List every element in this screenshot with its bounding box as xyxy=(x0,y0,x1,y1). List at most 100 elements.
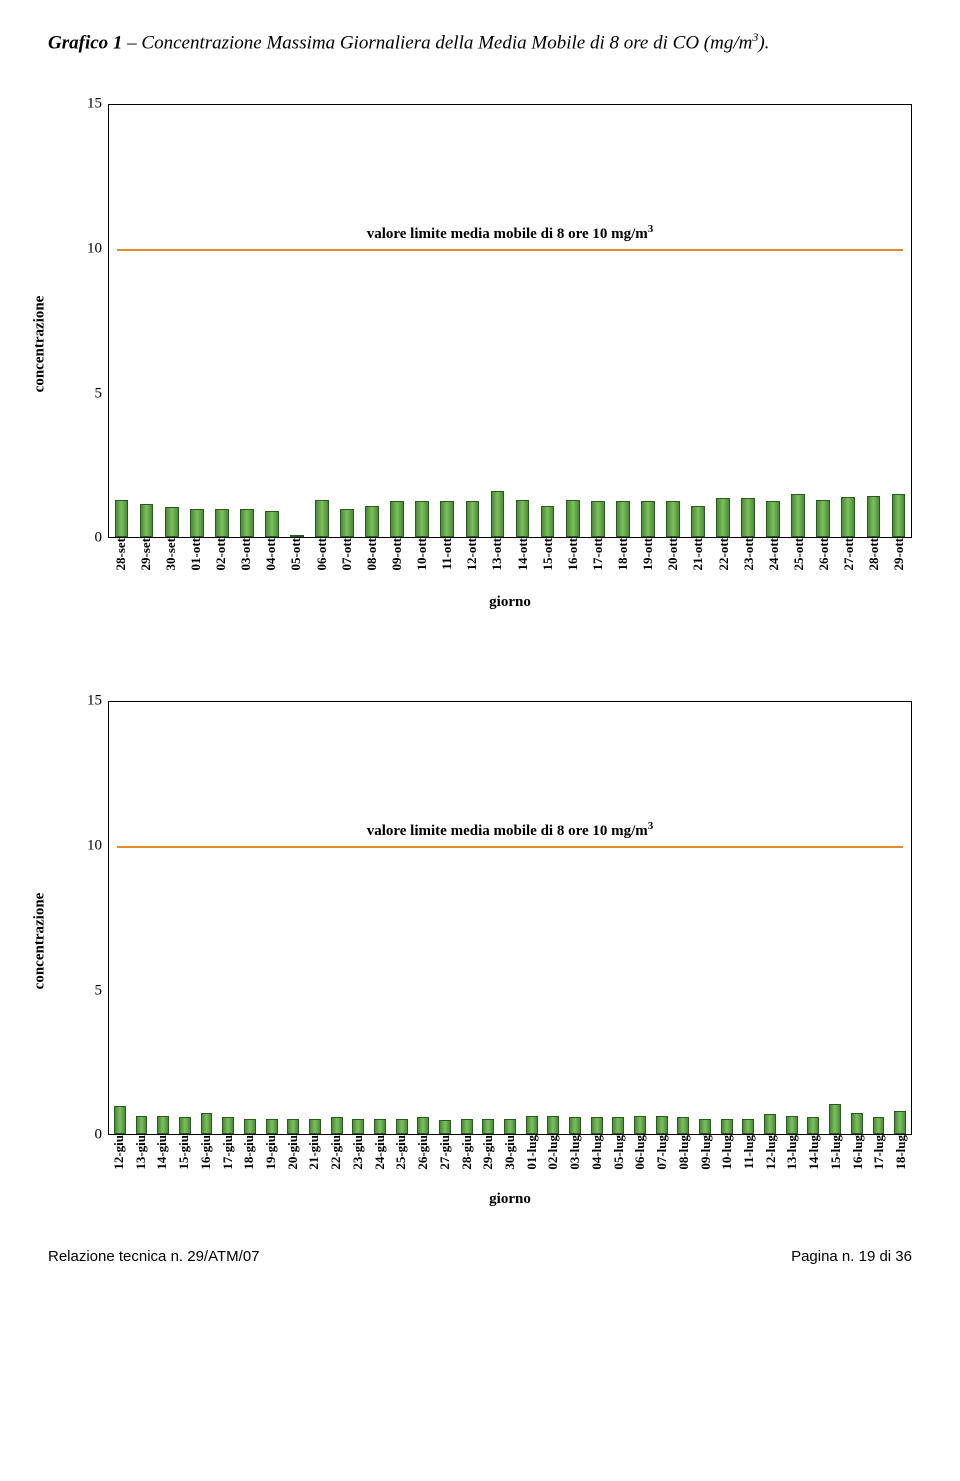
limit-line xyxy=(117,846,903,848)
ytick-label: 15 xyxy=(48,96,102,113)
limit-line xyxy=(117,249,903,251)
bar xyxy=(894,1111,906,1134)
xtick-label: 15-giu xyxy=(176,1135,192,1170)
xtick-label: 02-lug xyxy=(545,1135,561,1170)
xtick-label: 12-giu xyxy=(111,1135,127,1170)
bar xyxy=(742,1119,754,1135)
bar xyxy=(114,1106,126,1135)
xtick-label: 30-set xyxy=(163,538,179,571)
xtick-label: 08-ott xyxy=(364,538,380,571)
xtick-label: 07-ott xyxy=(339,538,355,571)
bar xyxy=(265,511,279,537)
xtick-label: 29-giu xyxy=(480,1135,496,1170)
chart-2-plot-area: valore limite media mobile di 8 ore 10 m… xyxy=(108,701,912,1135)
bar xyxy=(417,1117,429,1134)
bar xyxy=(215,509,229,538)
xtick-label: 14-giu xyxy=(154,1135,170,1170)
ytick-label: 5 xyxy=(48,982,102,999)
xtick-label: 29-set xyxy=(138,538,154,571)
xtick-label: 16-giu xyxy=(198,1135,214,1170)
ytick-label: 0 xyxy=(48,1127,102,1144)
bar xyxy=(716,498,730,537)
xtick-label: 10-ott xyxy=(414,538,430,571)
xtick-label: 10-lug xyxy=(719,1135,735,1170)
xtick-label: 30-giu xyxy=(502,1135,518,1170)
chart-1-xlabel: giorno xyxy=(108,594,912,611)
caption-lead: Grafico 1 xyxy=(48,32,122,53)
bar xyxy=(439,1120,451,1134)
bar xyxy=(240,509,254,538)
bar xyxy=(591,1117,603,1134)
bar xyxy=(179,1117,191,1134)
xtick-label: 27-giu xyxy=(437,1135,453,1170)
bar xyxy=(315,500,329,537)
xtick-label: 14-ott xyxy=(515,538,531,571)
xtick-label: 23-ott xyxy=(741,538,757,571)
chart-2-bars xyxy=(109,702,911,1134)
bar xyxy=(612,1117,624,1134)
xtick-label: 13-ott xyxy=(489,538,505,571)
bar xyxy=(491,491,505,537)
xtick-label: 28-giu xyxy=(459,1135,475,1170)
bar xyxy=(841,497,855,537)
xtick-label: 15-lug xyxy=(828,1135,844,1170)
bar xyxy=(115,500,129,537)
bar xyxy=(634,1116,646,1135)
chart-2-xticks: 12-giu13-giu14-giu15-giu16-giu17-giu18-g… xyxy=(108,1135,912,1181)
bar xyxy=(340,509,354,538)
bar xyxy=(190,509,204,538)
limit-text: valore limite media mobile di 8 ore 10 m… xyxy=(367,223,654,243)
xtick-label: 12-lug xyxy=(763,1135,779,1170)
bar xyxy=(666,501,680,537)
bar xyxy=(482,1119,494,1135)
chart-2-ylabel: concentrazione xyxy=(32,893,49,990)
figure-caption: Grafico 1 – Concentrazione Massima Giorn… xyxy=(48,30,912,54)
bar xyxy=(157,1116,169,1135)
bar xyxy=(390,501,404,537)
chart-1-plot-area: valore limite media mobile di 8 ore 10 m… xyxy=(108,104,912,538)
bar xyxy=(721,1119,733,1135)
footer-right: Pagina n. 19 di 36 xyxy=(791,1248,912,1265)
xtick-label: 18-lug xyxy=(893,1135,909,1170)
page-footer: Relazione tecnica n. 29/ATM/07 Pagina n.… xyxy=(48,1248,912,1265)
chart-2: valore limite media mobile di 8 ore 10 m… xyxy=(48,701,912,1181)
bar xyxy=(287,1119,299,1135)
limit-text: valore limite media mobile di 8 ore 10 m… xyxy=(367,820,654,840)
ytick-label: 0 xyxy=(48,530,102,547)
bar xyxy=(566,500,580,537)
bar xyxy=(591,501,605,537)
xtick-label: 17-ott xyxy=(590,538,606,571)
xtick-label: 14-lug xyxy=(806,1135,822,1170)
bar xyxy=(466,501,480,537)
chart-1-ylabel: concentrazione xyxy=(32,296,49,393)
bar xyxy=(547,1116,559,1135)
xtick-label: 24-ott xyxy=(766,538,782,571)
caption-text-a: – Concentrazione Massima Giornaliera del… xyxy=(122,32,752,53)
xtick-label: 20-giu xyxy=(285,1135,301,1170)
chart-1-xticks: 28-set29-set30-set01-ott02-ott03-ott04-o… xyxy=(108,538,912,584)
bar xyxy=(677,1117,689,1134)
bar xyxy=(699,1119,711,1135)
bar xyxy=(569,1117,581,1134)
xtick-label: 04-lug xyxy=(589,1135,605,1170)
xtick-label: 23-giu xyxy=(350,1135,366,1170)
chart-1: valore limite media mobile di 8 ore 10 m… xyxy=(48,104,912,584)
xtick-label: 17-giu xyxy=(220,1135,236,1170)
bar xyxy=(829,1104,841,1134)
xtick-label: 28-set xyxy=(113,538,129,571)
xtick-label: 18-ott xyxy=(615,538,631,571)
xtick-label: 03-lug xyxy=(567,1135,583,1170)
bar xyxy=(136,1116,148,1135)
bar xyxy=(365,506,379,538)
bar xyxy=(766,501,780,537)
xtick-label: 04-ott xyxy=(263,538,279,571)
xtick-label: 16-lug xyxy=(850,1135,866,1170)
bar xyxy=(892,494,906,537)
xtick-label: 03-ott xyxy=(238,538,254,571)
bar xyxy=(764,1114,776,1134)
bar xyxy=(244,1119,256,1135)
xtick-label: 29-ott xyxy=(891,538,907,571)
xtick-label: 09-ott xyxy=(389,538,405,571)
bar xyxy=(461,1119,473,1135)
bar xyxy=(201,1113,213,1135)
